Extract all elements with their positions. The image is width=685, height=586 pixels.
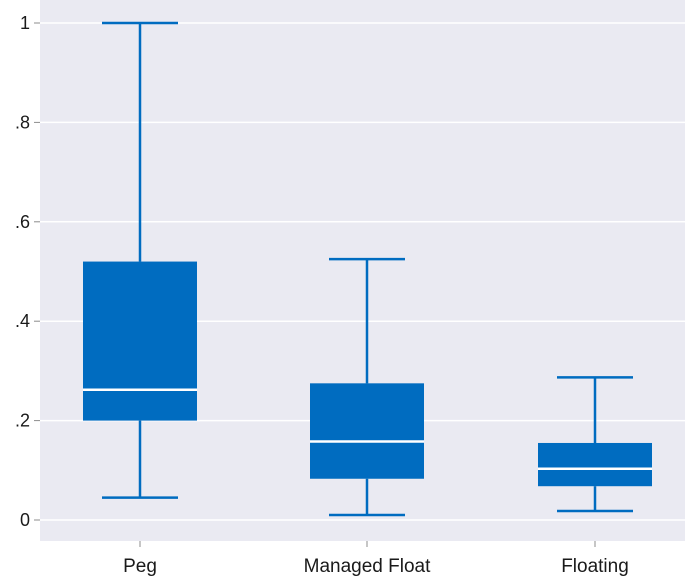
x-tick-label: Managed Float <box>304 556 431 577</box>
box-0 <box>83 261 197 421</box>
y-tick-label: .6 <box>15 212 30 232</box>
box-1 <box>310 383 424 479</box>
y-tick-label: .4 <box>15 311 30 331</box>
y-tick-label: 1 <box>20 13 30 33</box>
y-tick-label: .8 <box>15 112 30 132</box>
x-tick-label: Peg <box>123 556 157 577</box>
x-tick-label: Floating <box>561 556 629 577</box>
box-2 <box>538 442 652 487</box>
y-tick-label: 0 <box>20 510 30 530</box>
y-tick-label: .2 <box>15 411 30 431</box>
